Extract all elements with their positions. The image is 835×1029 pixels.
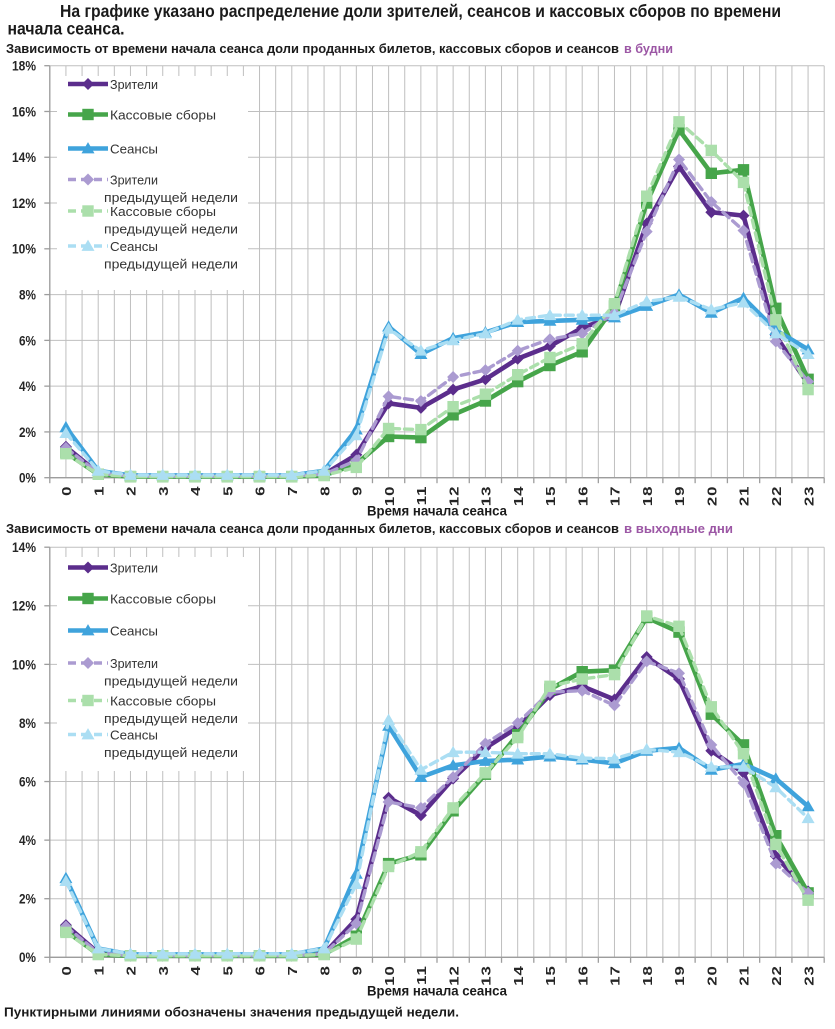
svg-text:5: 5 [221,965,236,975]
svg-text:Зависимость от времени начала: Зависимость от времени начала сеанса дол… [6,521,619,536]
svg-text:предыдущей недели: предыдущей недели [104,673,238,688]
svg-text:Зависимость от времени начала: Зависимость от времени начала сеанса дол… [6,41,619,56]
svg-text:9: 9 [350,965,365,975]
svg-text:22: 22 [770,486,785,506]
svg-text:2%: 2% [19,424,36,440]
svg-text:предыдущей недели: предыдущей недели [104,711,238,726]
svg-text:14: 14 [512,486,527,506]
svg-text:Сеансы: Сеансы [110,727,158,742]
svg-text:6%: 6% [19,773,36,789]
svg-text:0: 0 [60,486,75,496]
svg-text:Сеансы: Сеансы [110,141,158,156]
svg-text:20: 20 [705,486,720,506]
svg-text:13: 13 [479,965,494,985]
svg-text:10%: 10% [12,656,36,672]
svg-text:Кассовые сборы: Кассовые сборы [110,204,216,219]
svg-text:1: 1 [92,965,107,975]
svg-text:8%: 8% [19,286,36,302]
svg-text:6: 6 [254,486,269,496]
svg-text:4: 4 [189,965,204,975]
svg-text:Зрители: Зрители [110,172,158,187]
svg-text:17: 17 [609,486,624,506]
svg-text:12: 12 [447,486,462,506]
svg-text:23: 23 [802,965,817,985]
svg-text:6: 6 [254,965,269,975]
svg-text:4: 4 [189,486,204,496]
svg-text:10: 10 [383,965,398,985]
svg-text:18: 18 [641,486,656,506]
svg-text:Кассовые сборы: Кассовые сборы [110,693,216,708]
svg-text:предыдущей недели: предыдущей недели [104,221,238,236]
svg-text:На графике указано распределен: На графике указано распределение доли зр… [60,1,781,21]
svg-text:0: 0 [60,965,75,975]
svg-text:предыдущей недели: предыдущей недели [104,256,238,271]
svg-text:12%: 12% [12,195,36,211]
svg-text:в будни: в будни [624,41,673,56]
svg-text:10%: 10% [12,241,36,257]
svg-text:6%: 6% [19,332,36,348]
svg-text:23: 23 [802,486,817,506]
svg-text:5: 5 [221,486,236,496]
svg-text:предыдущей недели: предыдущей недели [104,190,238,205]
svg-text:19: 19 [673,965,688,985]
svg-text:8%: 8% [19,715,36,731]
svg-text:4%: 4% [19,378,36,394]
svg-text:14%: 14% [12,149,36,165]
svg-text:8: 8 [318,486,333,496]
svg-text:1: 1 [92,486,107,496]
svg-text:Сеансы: Сеансы [110,239,158,254]
svg-text:0%: 0% [19,949,36,965]
svg-text:19: 19 [673,486,688,506]
svg-text:16%: 16% [12,103,36,119]
svg-text:15: 15 [544,486,559,506]
svg-text:3: 3 [157,486,172,496]
svg-text:20: 20 [705,965,720,985]
svg-text:3: 3 [157,965,172,975]
svg-text:16: 16 [576,486,591,506]
svg-text:Зрители: Зрители [110,560,158,575]
svg-text:4%: 4% [19,832,36,848]
svg-text:12: 12 [447,965,462,985]
svg-text:Кассовые сборы: Кассовые сборы [110,591,216,606]
svg-text:17: 17 [609,965,624,985]
svg-text:2: 2 [125,486,140,496]
svg-text:21: 21 [738,486,753,506]
svg-text:2: 2 [125,965,140,975]
svg-text:в выходные дни: в выходные дни [624,521,733,536]
svg-text:13: 13 [479,486,494,506]
svg-text:12%: 12% [12,598,36,614]
svg-text:0%: 0% [19,470,36,486]
svg-text:18%: 18% [12,58,36,74]
svg-text:Время начала сеанса: Время начала сеанса [367,504,507,519]
svg-text:8: 8 [318,965,333,975]
svg-text:15: 15 [544,965,559,985]
svg-text:11: 11 [415,486,430,506]
svg-text:7: 7 [286,486,301,496]
svg-text:Время начала сеанса: Время начала сеанса [367,984,507,999]
svg-text:Пунктирными линиями обозначены: Пунктирными линиями обозначены значения … [4,1005,459,1020]
svg-text:9: 9 [350,486,365,496]
svg-text:18: 18 [641,965,656,985]
svg-text:Зрители: Зрители [110,656,158,671]
svg-text:10: 10 [383,486,398,506]
svg-text:Зрители: Зрители [110,77,158,92]
svg-text:7: 7 [286,965,301,975]
svg-text:14: 14 [512,965,527,985]
svg-text:предыдущей недели: предыдущей недели [104,745,238,760]
svg-text:22: 22 [770,965,785,985]
svg-text:21: 21 [738,965,753,985]
svg-text:16: 16 [576,965,591,985]
svg-text:11: 11 [415,965,430,985]
svg-text:Кассовые сборы: Кассовые сборы [110,107,216,122]
svg-text:14%: 14% [12,539,36,555]
svg-text:2%: 2% [19,891,36,907]
svg-text:Сеансы: Сеансы [110,623,158,638]
svg-text:начала сеанса.: начала сеанса. [8,19,125,39]
